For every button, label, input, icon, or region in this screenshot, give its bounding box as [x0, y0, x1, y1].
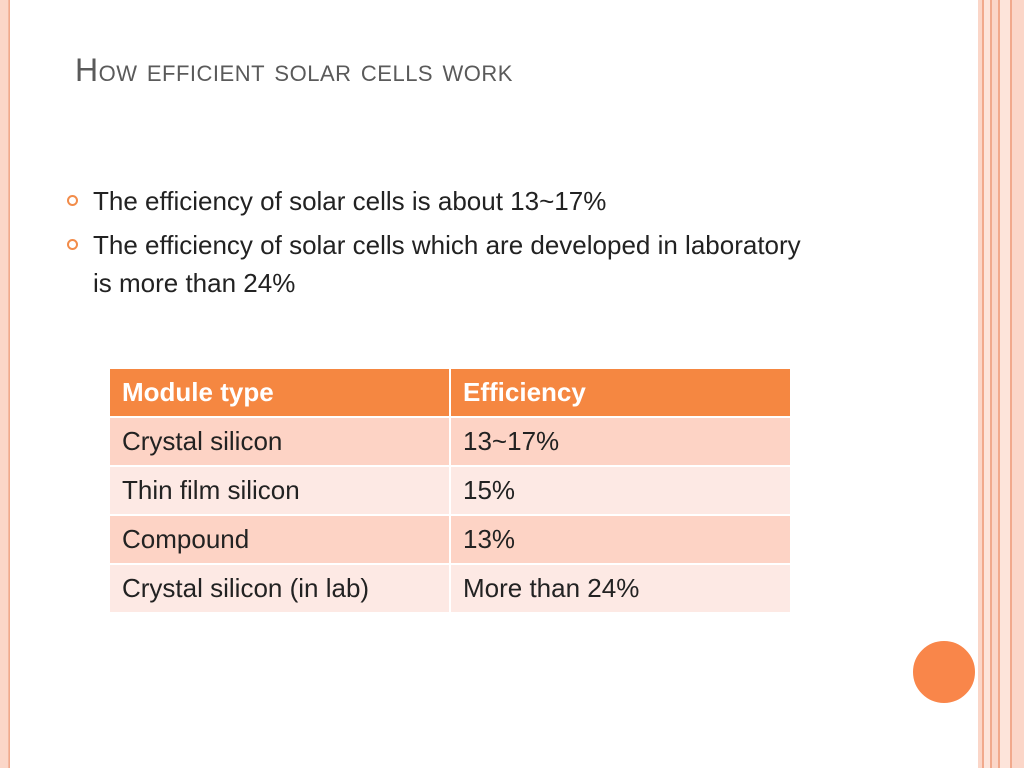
right-stripe — [992, 0, 998, 768]
right-stripe — [982, 0, 984, 768]
efficiency-table: Module type Efficiency Crystal silicon 1… — [108, 367, 792, 614]
right-stripe — [984, 0, 990, 768]
cell-module-type: Crystal silicon — [108, 416, 451, 467]
table-row: Thin film silicon 15% — [108, 465, 792, 516]
cell-efficiency: 13% — [449, 514, 792, 565]
bullet-item: The efficiency of solar cells is about 1… — [64, 182, 824, 220]
cell-module-type: Crystal silicon (in lab) — [108, 563, 451, 614]
table-header-row: Module type Efficiency — [108, 367, 792, 418]
ring-bullet-icon — [67, 239, 78, 250]
efficiency-table-container: Module type Efficiency Crystal silicon 1… — [108, 367, 792, 614]
right-stripe — [978, 0, 982, 768]
right-stripe — [998, 0, 1000, 768]
ring-bullet-icon — [67, 195, 78, 206]
header-module-type: Module type — [108, 367, 451, 418]
bullet-text: The efficiency of solar cells is about 1… — [93, 186, 607, 216]
bullet-text: The efficiency of solar cells which are … — [93, 230, 801, 298]
left-frame-border — [0, 0, 9, 768]
decorative-circle — [912, 640, 976, 704]
table-row: Crystal silicon 13~17% — [108, 416, 792, 467]
right-stripe — [1000, 0, 1010, 768]
cell-efficiency: 15% — [449, 465, 792, 516]
bullet-item: The efficiency of solar cells which are … — [64, 226, 824, 302]
right-stripe — [990, 0, 992, 768]
table-row: Compound 13% — [108, 514, 792, 565]
right-stripe — [1010, 0, 1012, 768]
table-row: Crystal silicon (in lab) More than 24% — [108, 563, 792, 614]
bullet-list: The efficiency of solar cells is about 1… — [64, 182, 824, 308]
right-stripe — [1012, 0, 1024, 768]
cell-module-type: Compound — [108, 514, 451, 565]
cell-module-type: Thin film silicon — [108, 465, 451, 516]
slide-title: How efficient solar cells work — [75, 52, 513, 88]
cell-efficiency: 13~17% — [449, 416, 792, 467]
cell-efficiency: More than 24% — [449, 563, 792, 614]
header-efficiency: Efficiency — [449, 367, 792, 418]
